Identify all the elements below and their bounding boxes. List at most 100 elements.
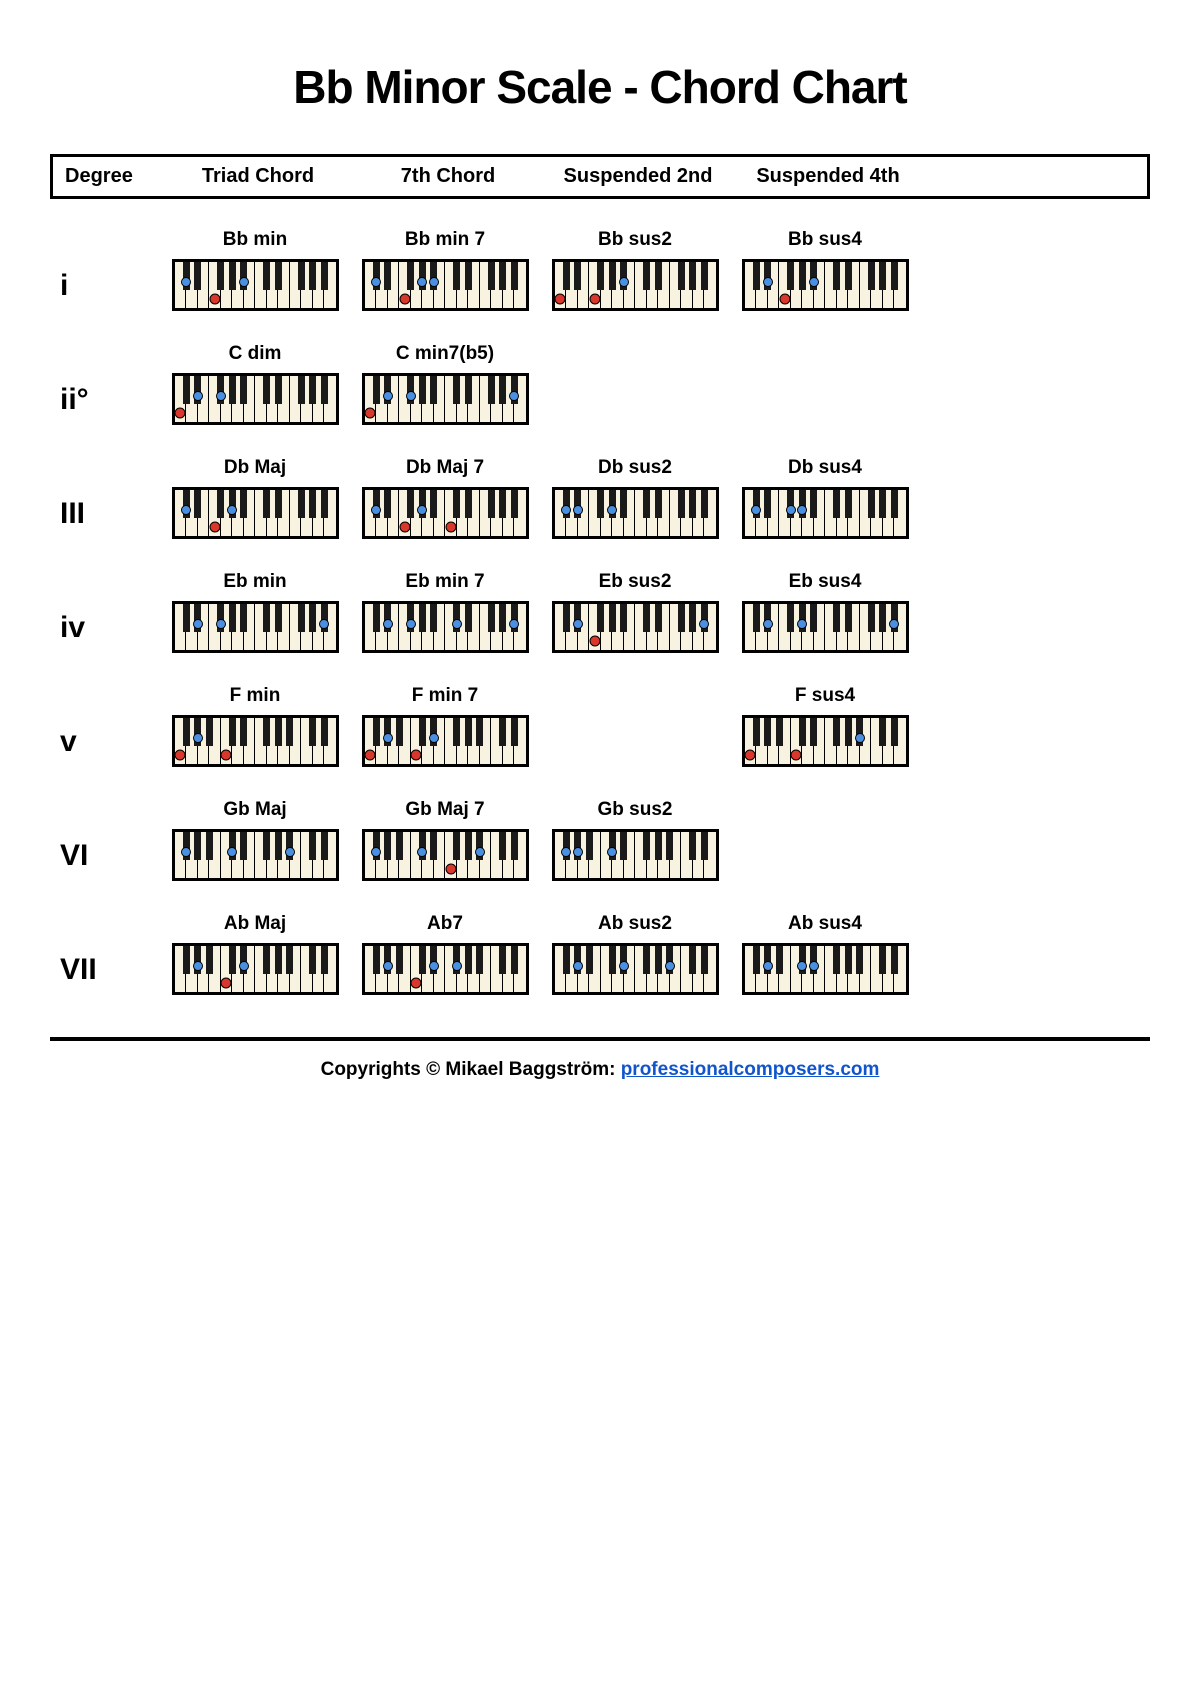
note-dot [665, 961, 675, 971]
note-dot [406, 391, 416, 401]
chord-cell: Db sus4 [730, 457, 920, 541]
note-dot [399, 522, 410, 533]
chord-label: F min 7 [350, 685, 540, 707]
keyboard [745, 946, 906, 992]
chord-cell: F min [160, 685, 350, 769]
note-dot [429, 733, 439, 743]
note-dot [221, 750, 232, 761]
note-dot [589, 636, 600, 647]
note-dot [383, 619, 393, 629]
chord-label: F sus4 [730, 685, 920, 707]
note-dot [786, 505, 796, 515]
header-seventh: 7th Chord [353, 165, 543, 188]
chord-label: Ab Maj [160, 913, 350, 935]
note-dot [445, 522, 456, 533]
chord-cell: Bb min [160, 229, 350, 313]
keyboard-frame [552, 943, 719, 995]
note-dot [399, 294, 410, 305]
keyboard-frame [552, 487, 719, 539]
keyboard-frame [362, 487, 529, 539]
chord-cell: Eb min 7 [350, 571, 540, 655]
chord-label: Eb sus2 [540, 571, 730, 593]
header-sus4: Suspended 4th [733, 165, 923, 188]
chord-label: Gb Maj 7 [350, 799, 540, 821]
chord-label: Ab sus4 [730, 913, 920, 935]
note-dot [452, 619, 462, 629]
note-dot [175, 750, 186, 761]
chart-row: VIGb MajGb Maj 7Gb sus2 [50, 799, 1150, 883]
note-dot [193, 619, 203, 629]
note-dot [607, 847, 617, 857]
note-dot [209, 522, 220, 533]
note-dot [561, 505, 571, 515]
keyboard [365, 376, 526, 422]
note-dot [365, 750, 376, 761]
keyboard-frame [362, 259, 529, 311]
note-dot [319, 619, 329, 629]
note-dot [509, 391, 519, 401]
chord-cell: Gb Maj [160, 799, 350, 883]
keyboard-frame [362, 943, 529, 995]
keyboard-frame [172, 259, 339, 311]
footer-link[interactable]: professionalcomposers.com [621, 1059, 880, 1080]
header-triad: Triad Chord [163, 165, 353, 188]
keyboard [175, 718, 336, 764]
note-dot [227, 847, 237, 857]
degree-label: v [50, 725, 160, 769]
chord-label: Bb min 7 [350, 229, 540, 251]
keyboard [365, 604, 526, 650]
note-dot [619, 277, 629, 287]
chord-label: Eb min 7 [350, 571, 540, 593]
keyboard [175, 832, 336, 878]
keyboard [555, 832, 716, 878]
note-dot [573, 505, 583, 515]
chord-label: C dim [160, 343, 350, 365]
note-dot [429, 961, 439, 971]
note-dot [227, 505, 237, 515]
note-dot [745, 750, 756, 761]
note-dot [855, 733, 865, 743]
note-dot [383, 961, 393, 971]
keyboard [175, 262, 336, 308]
note-dot [365, 408, 376, 419]
note-dot [209, 294, 220, 305]
note-dot [797, 619, 807, 629]
keyboard [555, 490, 716, 536]
note-dot [175, 408, 186, 419]
note-dot [555, 294, 566, 305]
chart-body: iBb minBb min 7Bb sus2Bb sus4ii°C dimC m… [50, 229, 1150, 997]
chord-label: Ab sus2 [540, 913, 730, 935]
chart-row: iBb minBb min 7Bb sus2Bb sus4 [50, 229, 1150, 313]
keyboard [175, 490, 336, 536]
keyboard-frame [552, 601, 719, 653]
note-dot [763, 277, 773, 287]
keyboard-frame [742, 601, 909, 653]
keyboard [175, 604, 336, 650]
keyboard-frame [172, 943, 339, 995]
note-dot [429, 277, 439, 287]
note-dot [809, 961, 819, 971]
keyboard-frame [362, 601, 529, 653]
note-dot [509, 619, 519, 629]
keyboard-frame [742, 943, 909, 995]
note-dot [193, 961, 203, 971]
note-dot [411, 750, 422, 761]
degree-label: III [50, 497, 160, 541]
chord-cell: Db Maj [160, 457, 350, 541]
keyboard [555, 946, 716, 992]
footer: Copyrights © Mikael Baggström: professio… [50, 1037, 1150, 1081]
note-dot [699, 619, 709, 629]
degree-label: iv [50, 611, 160, 655]
note-dot [573, 847, 583, 857]
keyboard-frame [172, 715, 339, 767]
chord-cell: F sus4 [730, 685, 920, 769]
chord-label: Ab7 [350, 913, 540, 935]
chord-cell: Eb min [160, 571, 350, 655]
note-dot [445, 864, 456, 875]
header-degree: Degree [53, 165, 163, 188]
keyboard [365, 718, 526, 764]
chord-label: Eb sus4 [730, 571, 920, 593]
footer-text: Copyrights © Mikael Baggström: [321, 1059, 621, 1080]
note-dot [285, 847, 295, 857]
note-dot [371, 847, 381, 857]
